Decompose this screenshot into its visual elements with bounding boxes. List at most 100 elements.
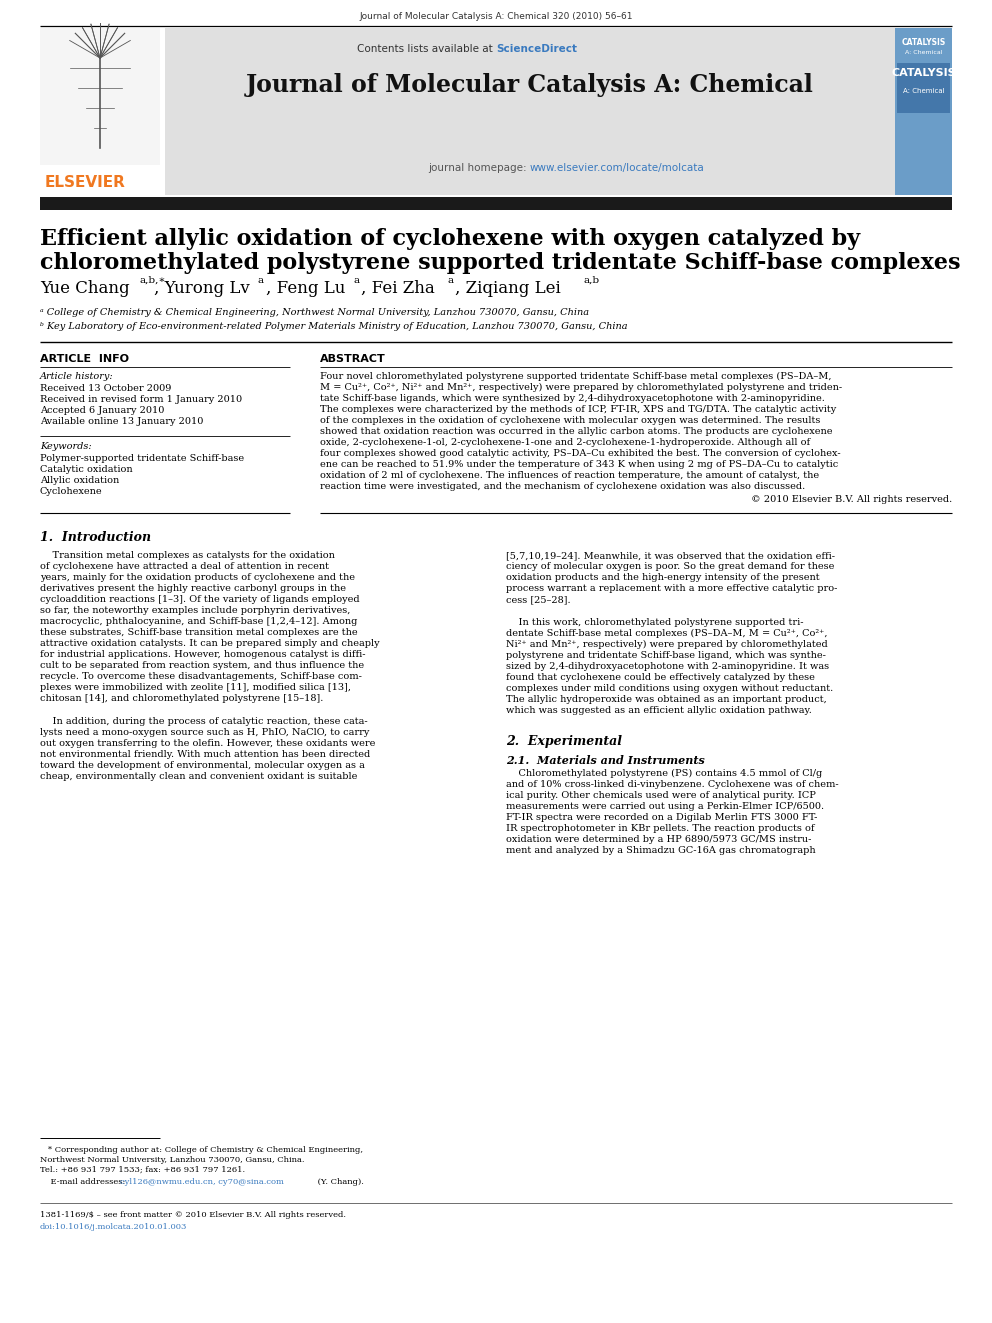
Text: www.elsevier.com/locate/molcata: www.elsevier.com/locate/molcata xyxy=(530,163,704,173)
Text: found that cyclohexene could be effectively catalyzed by these: found that cyclohexene could be effectiv… xyxy=(506,673,814,681)
Bar xyxy=(40,28,160,165)
Text: out oxygen transferring to the olefin. However, these oxidants were: out oxygen transferring to the olefin. H… xyxy=(40,740,375,747)
Text: cyl126@nwmu.edu.cn, cy70@sina.com: cyl126@nwmu.edu.cn, cy70@sina.com xyxy=(120,1177,284,1185)
Text: years, mainly for the oxidation products of cyclohexene and the: years, mainly for the oxidation products… xyxy=(40,573,355,582)
Text: Available online 13 January 2010: Available online 13 January 2010 xyxy=(40,417,203,426)
Bar xyxy=(40,197,952,210)
Text: Chloromethylated polystyrene (PS) contains 4.5 mmol of Cl/g: Chloromethylated polystyrene (PS) contai… xyxy=(506,769,822,778)
Text: [5,7,10,19–24]. Meanwhile, it was observed that the oxidation effi-: [5,7,10,19–24]. Meanwhile, it was observ… xyxy=(506,550,835,560)
Text: a: a xyxy=(353,277,359,284)
Text: a: a xyxy=(447,277,453,284)
Text: cess [25–28].: cess [25–28]. xyxy=(506,595,570,605)
Text: derivatives present the highly reactive carbonyl groups in the: derivatives present the highly reactive … xyxy=(40,583,346,593)
Bar xyxy=(897,64,950,112)
Text: so far, the noteworthy examples include porphyrin derivatives,: so far, the noteworthy examples include … xyxy=(40,606,350,615)
Text: oxidation were determined by a HP 6890/5973 GC/MS instru-: oxidation were determined by a HP 6890/5… xyxy=(506,835,811,844)
Text: polystyrene and tridentate Schiff-base ligand, which was synthe-: polystyrene and tridentate Schiff-base l… xyxy=(506,651,826,660)
Text: 1.  Introduction: 1. Introduction xyxy=(40,531,151,544)
Text: Four novel chloromethylated polystyrene supported tridentate Schiff-base metal c: Four novel chloromethylated polystyrene … xyxy=(320,372,831,381)
Text: ScienceDirect: ScienceDirect xyxy=(496,44,577,54)
Text: Allylic oxidation: Allylic oxidation xyxy=(40,476,119,486)
Text: oxidation of 2 ml of cyclohexene. The influences of reaction temperature, the am: oxidation of 2 ml of cyclohexene. The in… xyxy=(320,471,819,480)
Text: measurements were carried out using a Perkin-Elmer ICP/6500.: measurements were carried out using a Pe… xyxy=(506,802,824,811)
Text: attractive oxidation catalysts. It can be prepared simply and cheaply: attractive oxidation catalysts. It can b… xyxy=(40,639,380,648)
Text: of cyclohexene have attracted a deal of attention in recent: of cyclohexene have attracted a deal of … xyxy=(40,562,329,572)
Text: toward the development of environmental, molecular oxygen as a: toward the development of environmental,… xyxy=(40,761,365,770)
Bar xyxy=(40,28,165,194)
Text: Keywords:: Keywords: xyxy=(40,442,91,451)
Text: (Y. Chang).: (Y. Chang). xyxy=(315,1177,364,1185)
Text: FT-IR spectra were recorded on a Digilab Merlin FTS 3000 FT-: FT-IR spectra were recorded on a Digilab… xyxy=(506,814,817,822)
Text: Northwest Normal University, Lanzhou 730070, Gansu, China.: Northwest Normal University, Lanzhou 730… xyxy=(40,1156,305,1164)
Text: 2.  Experimental: 2. Experimental xyxy=(506,736,622,747)
Text: Contents lists available at: Contents lists available at xyxy=(357,44,496,54)
Text: Received 13 October 2009: Received 13 October 2009 xyxy=(40,384,172,393)
Text: for industrial applications. However, homogenous catalyst is diffi-: for industrial applications. However, ho… xyxy=(40,650,365,659)
Text: Cyclohexene: Cyclohexene xyxy=(40,487,102,496)
Text: chitosan [14], and chloromethylated polystyrene [15–18].: chitosan [14], and chloromethylated poly… xyxy=(40,695,323,703)
Text: process warrant a replacement with a more effective catalytic pro-: process warrant a replacement with a mor… xyxy=(506,583,837,593)
Text: plexes were immobilized with zeolite [11], modified silica [13],: plexes were immobilized with zeolite [11… xyxy=(40,683,351,692)
Text: cycloaddition reactions [1–3]. Of the variety of ligands employed: cycloaddition reactions [1–3]. Of the va… xyxy=(40,595,360,605)
Text: recycle. To overcome these disadvantagements, Schiff-base com-: recycle. To overcome these disadvantagem… xyxy=(40,672,362,681)
Text: macrocyclic, phthalocyanine, and Schiff-base [1,2,4–12]. Among: macrocyclic, phthalocyanine, and Schiff-… xyxy=(40,617,357,626)
Text: Tel.: +86 931 797 1533; fax: +86 931 797 1261.: Tel.: +86 931 797 1533; fax: +86 931 797… xyxy=(40,1166,245,1174)
Text: CATALYSIS: CATALYSIS xyxy=(891,67,956,78)
Text: © 2010 Elsevier B.V. All rights reserved.: © 2010 Elsevier B.V. All rights reserved… xyxy=(751,495,952,504)
Text: Received in revised form 1 January 2010: Received in revised form 1 January 2010 xyxy=(40,396,242,404)
Text: journal homepage:: journal homepage: xyxy=(429,163,530,173)
Text: A: Chemical: A: Chemical xyxy=(903,89,944,94)
Text: reaction time were investigated, and the mechanism of cyclohexene oxidation was : reaction time were investigated, and the… xyxy=(320,482,806,491)
Text: and of 10% cross-linked di-vinybenzene. Cyclohexene was of chem-: and of 10% cross-linked di-vinybenzene. … xyxy=(506,781,838,789)
Text: A: Chemical: A: Chemical xyxy=(905,50,942,56)
Text: ABSTRACT: ABSTRACT xyxy=(320,355,386,364)
Text: four complexes showed good catalytic activity, PS–DA–Cu exhibited the best. The : four complexes showed good catalytic act… xyxy=(320,448,840,458)
Text: 2.1.  Materials and Instruments: 2.1. Materials and Instruments xyxy=(506,755,704,766)
Text: In addition, during the process of catalytic reaction, these cata-: In addition, during the process of catal… xyxy=(40,717,368,726)
Text: doi:10.1016/j.molcata.2010.01.003: doi:10.1016/j.molcata.2010.01.003 xyxy=(40,1222,187,1230)
Text: In this work, chloromethylated polystyrene supported tri-: In this work, chloromethylated polystyre… xyxy=(506,618,804,627)
Text: chloromethylated polystyrene supported tridentate Schiff-base complexes: chloromethylated polystyrene supported t… xyxy=(40,251,960,274)
Text: * Corresponding author at: College of Chemistry & Chemical Engineering,: * Corresponding author at: College of Ch… xyxy=(40,1146,363,1154)
Text: which was suggested as an efficient allylic oxidation pathway.: which was suggested as an efficient ally… xyxy=(506,706,811,714)
Text: IR spectrophotometer in KBr pellets. The reaction products of: IR spectrophotometer in KBr pellets. The… xyxy=(506,824,814,833)
Text: , Yurong Lv: , Yurong Lv xyxy=(154,280,250,296)
Bar xyxy=(165,28,895,194)
Text: a,b,∗: a,b,∗ xyxy=(140,277,167,284)
Text: cult to be separated from reaction system, and thus influence the: cult to be separated from reaction syste… xyxy=(40,662,364,669)
Text: complexes under mild conditions using oxygen without reductant.: complexes under mild conditions using ox… xyxy=(506,684,833,693)
Text: ELSEVIER: ELSEVIER xyxy=(45,175,126,191)
Bar xyxy=(895,28,952,194)
Text: Article history:: Article history: xyxy=(40,372,114,381)
Text: The complexes were characterized by the methods of ICP, FT-IR, XPS and TG/DTA. T: The complexes were characterized by the … xyxy=(320,405,836,414)
Text: Accepted 6 January 2010: Accepted 6 January 2010 xyxy=(40,406,165,415)
Text: , Fei Zha: , Fei Zha xyxy=(361,280,434,296)
Text: 1381-1169/$ – see front matter © 2010 Elsevier B.V. All rights reserved.: 1381-1169/$ – see front matter © 2010 El… xyxy=(40,1211,346,1218)
Text: CATALYSIS: CATALYSIS xyxy=(902,38,945,48)
Text: showed that oxidation reaction was occurred in the allylic carbon atoms. The pro: showed that oxidation reaction was occur… xyxy=(320,427,832,437)
Text: a: a xyxy=(258,277,264,284)
Text: Yue Chang: Yue Chang xyxy=(40,280,130,296)
Text: of the complexes in the oxidation of cyclohexene with molecular oxygen was deter: of the complexes in the oxidation of cyc… xyxy=(320,415,820,425)
Text: Catalytic oxidation: Catalytic oxidation xyxy=(40,464,133,474)
Text: Efficient allylic oxidation of cyclohexene with oxygen catalyzed by: Efficient allylic oxidation of cyclohexe… xyxy=(40,228,860,250)
Text: Polymer-supported tridentate Schiff-base: Polymer-supported tridentate Schiff-base xyxy=(40,454,244,463)
Text: cheap, environmentally clean and convenient oxidant is suitable: cheap, environmentally clean and conveni… xyxy=(40,773,357,781)
Text: , Feng Lu: , Feng Lu xyxy=(266,280,345,296)
Text: ene can be reached to 51.9% under the temperature of 343 K when using 2 mg of PS: ene can be reached to 51.9% under the te… xyxy=(320,460,838,468)
Text: , Ziqiang Lei: , Ziqiang Lei xyxy=(455,280,560,296)
Text: lysts need a mono-oxygen source such as H, PhIO, NaClO, to carry: lysts need a mono-oxygen source such as … xyxy=(40,728,369,737)
Text: ᵇ Key Laboratory of Eco-environment-related Polymer Materials Ministry of Educat: ᵇ Key Laboratory of Eco-environment-rela… xyxy=(40,321,628,331)
Text: dentate Schiff-base metal complexes (PS–DA–M, M = Cu²⁺, Co²⁺,: dentate Schiff-base metal complexes (PS–… xyxy=(506,628,827,638)
Text: oxide, 2-cyclohexene-1-ol, 2-cyclohexene-1-one and 2-cyclohexene-1-hydroperoxide: oxide, 2-cyclohexene-1-ol, 2-cyclohexene… xyxy=(320,438,810,447)
Text: sized by 2,4-dihydroxyacetophotone with 2-aminopyridine. It was: sized by 2,4-dihydroxyacetophotone with … xyxy=(506,662,829,671)
Text: Journal of Molecular Catalysis A: Chemical: Journal of Molecular Catalysis A: Chemic… xyxy=(246,73,814,97)
Text: Ni²⁺ and Mn²⁺, respectively) were prepared by chloromethylated: Ni²⁺ and Mn²⁺, respectively) were prepar… xyxy=(506,640,827,650)
Text: ᵃ College of Chemistry & Chemical Engineering, Northwest Normal University, Lanz: ᵃ College of Chemistry & Chemical Engine… xyxy=(40,308,589,318)
Text: ical purity. Other chemicals used were of analytical purity. ICP: ical purity. Other chemicals used were o… xyxy=(506,791,815,800)
Text: The allylic hydroperoxide was obtained as an important product,: The allylic hydroperoxide was obtained a… xyxy=(506,695,826,704)
Text: oxidation products and the high-energy intensity of the present: oxidation products and the high-energy i… xyxy=(506,573,819,582)
Text: Journal of Molecular Catalysis A: Chemical 320 (2010) 56–61: Journal of Molecular Catalysis A: Chemic… xyxy=(359,12,633,21)
Text: ment and analyzed by a Shimadzu GC-16A gas chromatograph: ment and analyzed by a Shimadzu GC-16A g… xyxy=(506,845,815,855)
Text: ARTICLE  INFO: ARTICLE INFO xyxy=(40,355,129,364)
